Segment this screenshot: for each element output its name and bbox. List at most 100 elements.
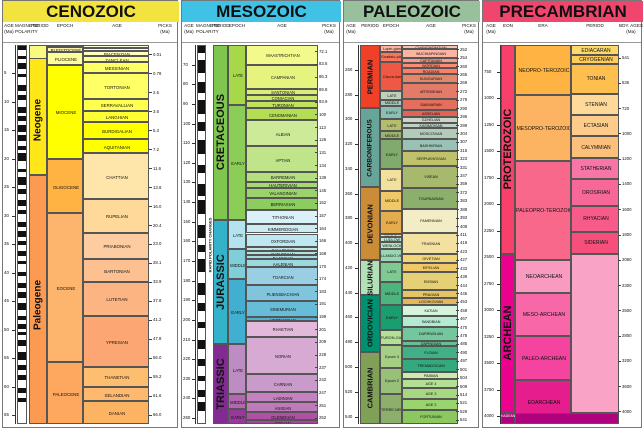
precambrian-era-label: EOARCHEAN — [527, 399, 561, 406]
precambrian-era: MESOPRO-TEROZOIC — [515, 95, 571, 162]
paleozoic-stage-label: FRASNIAN — [421, 242, 441, 247]
cenozoic-stage-label: SERRAVALLIAN — [100, 103, 134, 109]
precambrian-age-tick-label: 2000 — [484, 201, 494, 207]
cenozoic-age-tick-label: 25 — [4, 184, 9, 190]
cenozoic-epoch-label: PLIOCENE — [54, 57, 78, 63]
cenozoic-age-tick — [12, 101, 15, 103]
precambrian-period-label: CALYMMIAN — [581, 144, 611, 151]
paleozoic-age-tick — [355, 292, 358, 294]
col-period: PERIOD — [31, 23, 49, 28]
paleozoic-age-tick — [355, 218, 358, 219]
paleozoic-age-tick-label: 400 — [345, 240, 353, 246]
cenozoic-stage-label: CHATTIAN — [106, 174, 128, 180]
mesozoic-pick: 93.9 — [319, 99, 328, 105]
precambrian-age-tick — [497, 71, 500, 72]
col-period: PERIOD — [586, 23, 604, 28]
paleozoic-stage-label: WUCHIAPINGIAN — [415, 51, 447, 56]
paleozoic-stage-label: ARTINSKIAN — [419, 89, 443, 94]
mesozoic-pick: 228 — [319, 352, 327, 358]
paleozoic-age-tick — [355, 94, 358, 96]
cenozoic-polarity — [17, 375, 27, 381]
paleozoic-pick: 254 — [460, 55, 468, 61]
paleozoic-epoch-label: Cisura-lian — [382, 74, 402, 79]
cenozoic-stage-label: MESSINIAN — [104, 66, 130, 72]
mesozoic-stage-label: LADINIAN — [273, 395, 293, 401]
paleozoic-pick: 260 — [460, 63, 468, 69]
paleozoic-age-tick — [355, 193, 358, 195]
mesozoic-age-tick — [192, 300, 195, 301]
cenozoic-stage: ZANCLEAN — [83, 56, 149, 63]
mesozoic-age-tick — [192, 280, 195, 282]
mesozoic-polarity — [197, 322, 206, 329]
cenozoic-pick: 11.6 — [153, 165, 162, 171]
cenozoic-pick: 56.0 — [153, 355, 162, 361]
cenozoic-pick: 37.8 — [153, 298, 162, 304]
precambrian-bdy: 720 — [622, 105, 630, 111]
cenozoic-pick: 13.8 — [153, 184, 162, 190]
mesozoic-epoch: LATE — [228, 219, 246, 250]
cenozoic-polarity — [17, 339, 27, 347]
paleozoic-stage-label: FORTUNIAN — [420, 415, 442, 420]
mesozoic-age-tick — [192, 84, 195, 85]
cenozoic-polarity — [17, 116, 27, 122]
paleozoic-stage-label: LOCHKOVIAN — [418, 299, 444, 304]
period-cambrian: CAMBRIAN — [365, 367, 375, 409]
paleozoic-stage-label: TREMADOCIAN — [417, 363, 445, 368]
cenozoic-stage-label: LANGHIAN — [105, 114, 129, 120]
cenozoic-polarity — [17, 292, 27, 299]
cenozoic-stage: TORTONIAN — [83, 73, 149, 100]
paleozoic-epoch: LUDLOW — [380, 236, 402, 242]
mesozoic-stage: AALENIAN — [246, 259, 318, 268]
paleozoic-epoch: Lopin-gian — [380, 45, 402, 52]
precambrian-era: NEOPRO-TEROZOIC — [515, 45, 571, 96]
cenozoic-polarity — [17, 271, 27, 276]
paleozoic-pick: 269 — [460, 80, 468, 86]
mesozoic-stage-label: RHAETIAN — [272, 327, 294, 333]
paleozoic-pick: 458 — [460, 307, 468, 313]
precambrian-period-label: RHYACIAN — [583, 216, 609, 223]
cenozoic-age-tick — [12, 73, 15, 74]
cenozoic-pick: 66.0 — [153, 412, 162, 418]
mesozoic-age-tick — [192, 319, 195, 321]
paleozoic-age-tick — [355, 168, 358, 170]
cenozoic-polarity — [17, 251, 27, 257]
mesozoic-stage-label: BERRIASIAN — [270, 202, 296, 208]
precambrian-archean-fill — [571, 253, 619, 414]
precambrian-age-tick — [497, 151, 500, 152]
paleozoic-age-tick — [355, 267, 358, 269]
paleozoic-epoch-label: FURON-GIAN — [381, 335, 401, 340]
panel-title-precambrian: PRECAMBRIAN — [483, 1, 643, 22]
paleozoic-pick: 408 — [460, 223, 468, 229]
cenozoic-stage: LUTETIAN — [83, 281, 149, 316]
cenozoic-polarity — [17, 125, 27, 132]
precambrian-era-label: MESO-ARCHEAN — [522, 311, 566, 318]
paleozoic-pick: 331 — [460, 164, 468, 170]
period-cretaceous: CRETACEOUS — [214, 94, 227, 171]
mesozoic-stage: TOARCIAN — [246, 267, 318, 286]
mesozoic-age-tick-label: 230 — [183, 375, 191, 381]
mesozoic-pick: 126 — [319, 137, 327, 143]
paleozoic-epoch-label: LATE — [387, 123, 397, 128]
paleozoic-pick: 521 — [460, 400, 468, 406]
mesozoic-polarity — [197, 389, 206, 398]
precambrian-age-tick — [497, 389, 500, 391]
mesozoic-polarity — [197, 165, 206, 174]
mesozoic-polarity — [197, 122, 206, 131]
paleozoic-pick: 445 — [460, 290, 468, 296]
paleozoic-stage-label: CAPITANIAN — [420, 58, 442, 63]
cenozoic-stage-label: SELANDIAN — [104, 392, 130, 398]
mesozoic-polarity — [197, 184, 206, 196]
mesozoic-stage-label: INDUAN — [275, 421, 291, 424]
cenozoic-stage: SELANDIAN — [83, 386, 149, 402]
col-stage: AGE — [112, 23, 122, 28]
col-period: PERIOD — [212, 23, 230, 28]
paleozoic-age-tick-label: 420 — [345, 264, 353, 270]
cenozoic-age-tick — [12, 215, 15, 217]
cenozoic-age-tick — [12, 187, 15, 188]
paleozoic-epoch: WENLOCK — [380, 241, 402, 249]
mesozoic-stage: KIMMERIDGIAN — [246, 223, 318, 234]
mesozoic-stage-label: OLENEKIAN — [271, 414, 295, 420]
paleozoic-epoch: Epoch 3 — [380, 344, 402, 368]
cenozoic-stage: RUPELIAN — [83, 198, 149, 234]
paleozoic-epoch-label: MIDDLE — [384, 291, 400, 296]
